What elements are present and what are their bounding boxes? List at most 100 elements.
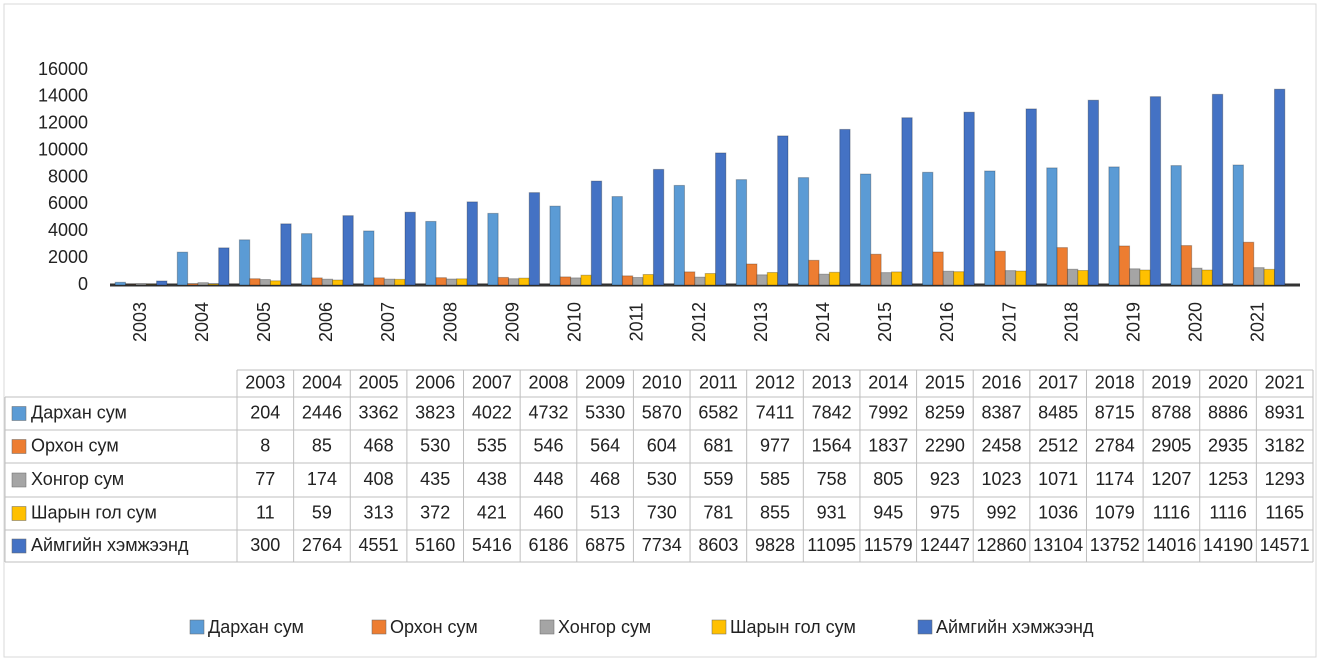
table-cell: 2290 xyxy=(925,435,965,455)
table-cell: 11579 xyxy=(864,535,913,555)
table-cell: 3823 xyxy=(415,402,455,422)
bar xyxy=(1067,269,1077,285)
table-cell: 421 xyxy=(477,502,507,522)
bar xyxy=(1109,167,1119,285)
bar xyxy=(985,171,995,285)
x-tick-label: 2020 xyxy=(1186,302,1206,342)
table-cell: 530 xyxy=(420,435,450,455)
bar xyxy=(405,212,415,285)
bar xyxy=(1026,109,1036,285)
legend-key xyxy=(12,473,26,487)
table-cell: 85 xyxy=(312,435,332,455)
table-cell: 5330 xyxy=(585,402,625,422)
table-series-name: Шарын гол сум xyxy=(31,502,157,522)
legend-key xyxy=(190,620,204,634)
bar xyxy=(778,136,788,285)
table-cell: 2935 xyxy=(1208,435,1248,455)
table-cell: 3182 xyxy=(1265,435,1305,455)
table-cell: 8 xyxy=(260,435,270,455)
bar xyxy=(270,281,280,285)
bar xyxy=(653,169,663,285)
table-cell: 6875 xyxy=(585,535,625,555)
bar xyxy=(881,273,891,285)
bar xyxy=(612,197,622,285)
table-cell: 6582 xyxy=(698,402,738,422)
table-header: 2004 xyxy=(302,372,342,392)
bar xyxy=(1005,271,1015,285)
table-cell: 730 xyxy=(647,502,677,522)
table-cell: 5416 xyxy=(472,535,512,555)
table-cell: 7842 xyxy=(812,402,852,422)
table-cell: 975 xyxy=(930,502,960,522)
bar xyxy=(1119,246,1129,285)
bar xyxy=(860,174,870,285)
bar xyxy=(157,281,167,285)
table-cell: 468 xyxy=(364,435,394,455)
bar xyxy=(467,202,477,285)
bar xyxy=(1047,168,1057,285)
table-cell: 559 xyxy=(703,469,733,489)
table-header: 2018 xyxy=(1095,372,1135,392)
table-series-name: Дархан сум xyxy=(31,402,127,422)
table-cell: 13752 xyxy=(1090,535,1140,555)
table-cell: 1116 xyxy=(1153,502,1190,522)
table-header: 2010 xyxy=(642,372,682,392)
bar xyxy=(954,272,964,285)
table-header: 2003 xyxy=(245,372,285,392)
table-cell: 2512 xyxy=(1038,435,1078,455)
y-tick-label: 6000 xyxy=(48,193,88,213)
bar xyxy=(1233,165,1243,285)
table-cell: 14571 xyxy=(1260,535,1310,555)
bar xyxy=(384,279,394,285)
table-cell: 513 xyxy=(590,502,620,522)
bar xyxy=(809,260,819,285)
y-tick-label: 16000 xyxy=(38,59,88,79)
bar xyxy=(281,224,291,285)
table-series-name: Орхон сум xyxy=(31,435,119,455)
table-cell: 435 xyxy=(420,469,450,489)
bar xyxy=(695,277,705,285)
bar xyxy=(1192,268,1202,285)
x-tick-label: 2018 xyxy=(1061,302,1081,342)
x-tick-label: 2004 xyxy=(192,302,212,342)
bar xyxy=(1274,89,1284,285)
table-cell: 5160 xyxy=(415,535,455,555)
bar xyxy=(716,153,726,285)
table-cell: 7734 xyxy=(642,535,682,555)
x-tick-label: 2021 xyxy=(1248,302,1268,342)
table-cell: 931 xyxy=(817,502,847,522)
table-cell: 1837 xyxy=(868,435,908,455)
table-cell: 12860 xyxy=(976,535,1026,555)
x-tick-label: 2009 xyxy=(502,302,522,342)
x-tick-label: 2012 xyxy=(689,302,709,342)
table-cell: 2446 xyxy=(302,402,342,422)
table-header: 2009 xyxy=(585,372,625,392)
table-cell: 59 xyxy=(312,502,332,522)
table-cell: 8603 xyxy=(698,535,738,555)
legend-key xyxy=(12,440,26,454)
table-cell: 408 xyxy=(364,469,394,489)
table-cell: 2784 xyxy=(1095,435,1135,455)
bar xyxy=(1088,100,1098,285)
bar xyxy=(1130,269,1140,285)
bar xyxy=(747,264,757,285)
table-cell: 6186 xyxy=(528,535,568,555)
table-series-name: Хонгор сум xyxy=(31,469,124,489)
table-cell: 1079 xyxy=(1095,502,1135,522)
table-cell: 14190 xyxy=(1203,535,1253,555)
table-header: 2005 xyxy=(359,372,399,392)
table-cell: 805 xyxy=(873,469,903,489)
y-tick-label: 14000 xyxy=(38,86,88,106)
y-tick-label: 0 xyxy=(78,274,88,294)
table-cell: 8715 xyxy=(1095,402,1135,422)
table-cell: 13104 xyxy=(1033,535,1083,555)
legend-label: Орхон сум xyxy=(390,617,478,637)
bar xyxy=(798,178,808,285)
table-cell: 530 xyxy=(647,469,677,489)
bar xyxy=(964,112,974,285)
bar xyxy=(1171,166,1181,285)
bar xyxy=(943,271,953,285)
table-cell: 4022 xyxy=(472,402,512,422)
x-tick-label: 2003 xyxy=(130,302,150,342)
table-header: 2021 xyxy=(1265,372,1305,392)
